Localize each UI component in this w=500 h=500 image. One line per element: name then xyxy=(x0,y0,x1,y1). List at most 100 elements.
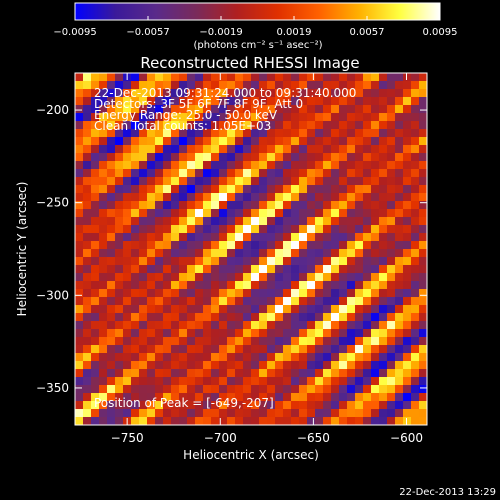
heatmap-cell xyxy=(331,345,340,354)
heatmap-cell xyxy=(91,329,100,338)
heatmap-cell xyxy=(211,313,220,322)
heatmap-cell xyxy=(83,289,92,298)
heatmap-cell xyxy=(99,417,108,426)
heatmap-cell xyxy=(107,241,116,250)
heatmap-cell xyxy=(275,129,284,138)
heatmap-cell xyxy=(131,361,140,370)
heatmap-cell xyxy=(227,417,236,426)
heatmap-cell xyxy=(395,377,404,386)
heatmap-cell xyxy=(411,209,420,218)
heatmap-cell xyxy=(251,153,260,162)
heatmap-cell xyxy=(347,145,356,154)
heatmap-cell xyxy=(355,409,364,418)
heatmap-cell xyxy=(339,353,348,362)
heatmap-cell xyxy=(227,81,236,90)
heatmap-cell xyxy=(403,105,412,114)
heatmap-cell xyxy=(251,121,260,130)
heatmap-cell xyxy=(259,233,268,242)
heatmap-cell xyxy=(83,273,92,282)
heatmap-cell xyxy=(291,289,300,298)
heatmap-cell xyxy=(139,193,148,202)
heatmap-cell xyxy=(195,409,204,418)
heatmap-cell xyxy=(235,353,244,362)
heatmap-cell xyxy=(123,233,132,242)
heatmap-cell xyxy=(171,329,180,338)
heatmap-cell xyxy=(291,201,300,210)
heatmap-cell xyxy=(347,297,356,306)
heatmap-cell xyxy=(323,169,332,178)
heatmap-cell xyxy=(347,377,356,386)
heatmap-cell xyxy=(123,297,132,306)
heatmap-cell xyxy=(131,257,140,266)
heatmap-cell xyxy=(115,241,124,250)
heatmap-cell xyxy=(251,305,260,314)
heatmap-cell xyxy=(371,297,380,306)
heatmap-cell xyxy=(347,273,356,282)
heatmap-cell xyxy=(395,193,404,202)
heatmap-cell xyxy=(195,113,204,122)
heatmap-cell xyxy=(355,361,364,370)
heatmap-cell xyxy=(299,113,308,122)
heatmap-cell xyxy=(299,409,308,418)
heatmap-cell xyxy=(75,225,84,234)
heatmap-cell xyxy=(251,361,260,370)
heatmap-cell xyxy=(411,401,420,410)
heatmap-cell xyxy=(163,329,172,338)
heatmap-cell xyxy=(403,241,412,250)
heatmap-cell xyxy=(323,257,332,266)
heatmap-cell xyxy=(291,241,300,250)
heatmap-cell xyxy=(315,233,324,242)
heatmap-cell xyxy=(259,313,268,322)
heatmap-cell xyxy=(227,393,236,402)
heatmap-cell xyxy=(163,337,172,346)
heatmap-cell xyxy=(339,257,348,266)
heatmap-cell xyxy=(339,297,348,306)
heatmap-cell xyxy=(347,353,356,362)
heatmap-cell xyxy=(395,361,404,370)
heatmap-cell xyxy=(347,233,356,242)
heatmap-cell xyxy=(323,97,332,106)
heatmap-cell xyxy=(379,97,388,106)
heatmap-cell xyxy=(275,161,284,170)
heatmap-cell xyxy=(419,185,428,194)
heatmap-cell xyxy=(187,105,196,114)
heatmap-cell xyxy=(291,169,300,178)
heatmap-cell xyxy=(379,233,388,242)
heatmap-cell xyxy=(155,225,164,234)
heatmap-cell xyxy=(163,225,172,234)
heatmap-cell xyxy=(275,145,284,154)
heatmap-cell xyxy=(91,137,100,146)
heatmap-cell xyxy=(331,161,340,170)
heatmap-cell xyxy=(339,97,348,106)
heatmap-cell xyxy=(219,353,228,362)
heatmap-cell xyxy=(379,185,388,194)
heatmap-cell xyxy=(115,193,124,202)
heatmap-cell xyxy=(387,185,396,194)
heatmap-cell xyxy=(275,361,284,370)
heatmap-cell xyxy=(75,337,84,346)
heatmap-cell xyxy=(75,153,84,162)
heatmap-cell xyxy=(155,137,164,146)
heatmap-cell xyxy=(83,105,92,114)
heatmap-cell xyxy=(291,249,300,258)
heatmap-cell xyxy=(283,257,292,266)
heatmap-cell xyxy=(403,265,412,274)
heatmap-cell xyxy=(203,201,212,210)
heatmap-cell xyxy=(195,121,204,130)
heatmap-cell xyxy=(131,105,140,114)
heatmap-cell xyxy=(147,97,156,106)
heatmap-cell xyxy=(355,377,364,386)
heatmap-cell xyxy=(291,361,300,370)
heatmap-cell xyxy=(267,337,276,346)
heatmap-cell xyxy=(323,409,332,418)
heatmap-cell xyxy=(363,321,372,330)
heatmap-cell xyxy=(387,329,396,338)
heatmap-cell xyxy=(419,401,428,410)
heatmap-cell xyxy=(291,409,300,418)
heatmap-cell xyxy=(99,329,108,338)
heatmap-cell xyxy=(379,337,388,346)
heatmap-cell xyxy=(195,329,204,338)
heatmap-cell xyxy=(275,385,284,394)
heatmap-cell xyxy=(275,393,284,402)
heatmap-cell xyxy=(291,113,300,122)
